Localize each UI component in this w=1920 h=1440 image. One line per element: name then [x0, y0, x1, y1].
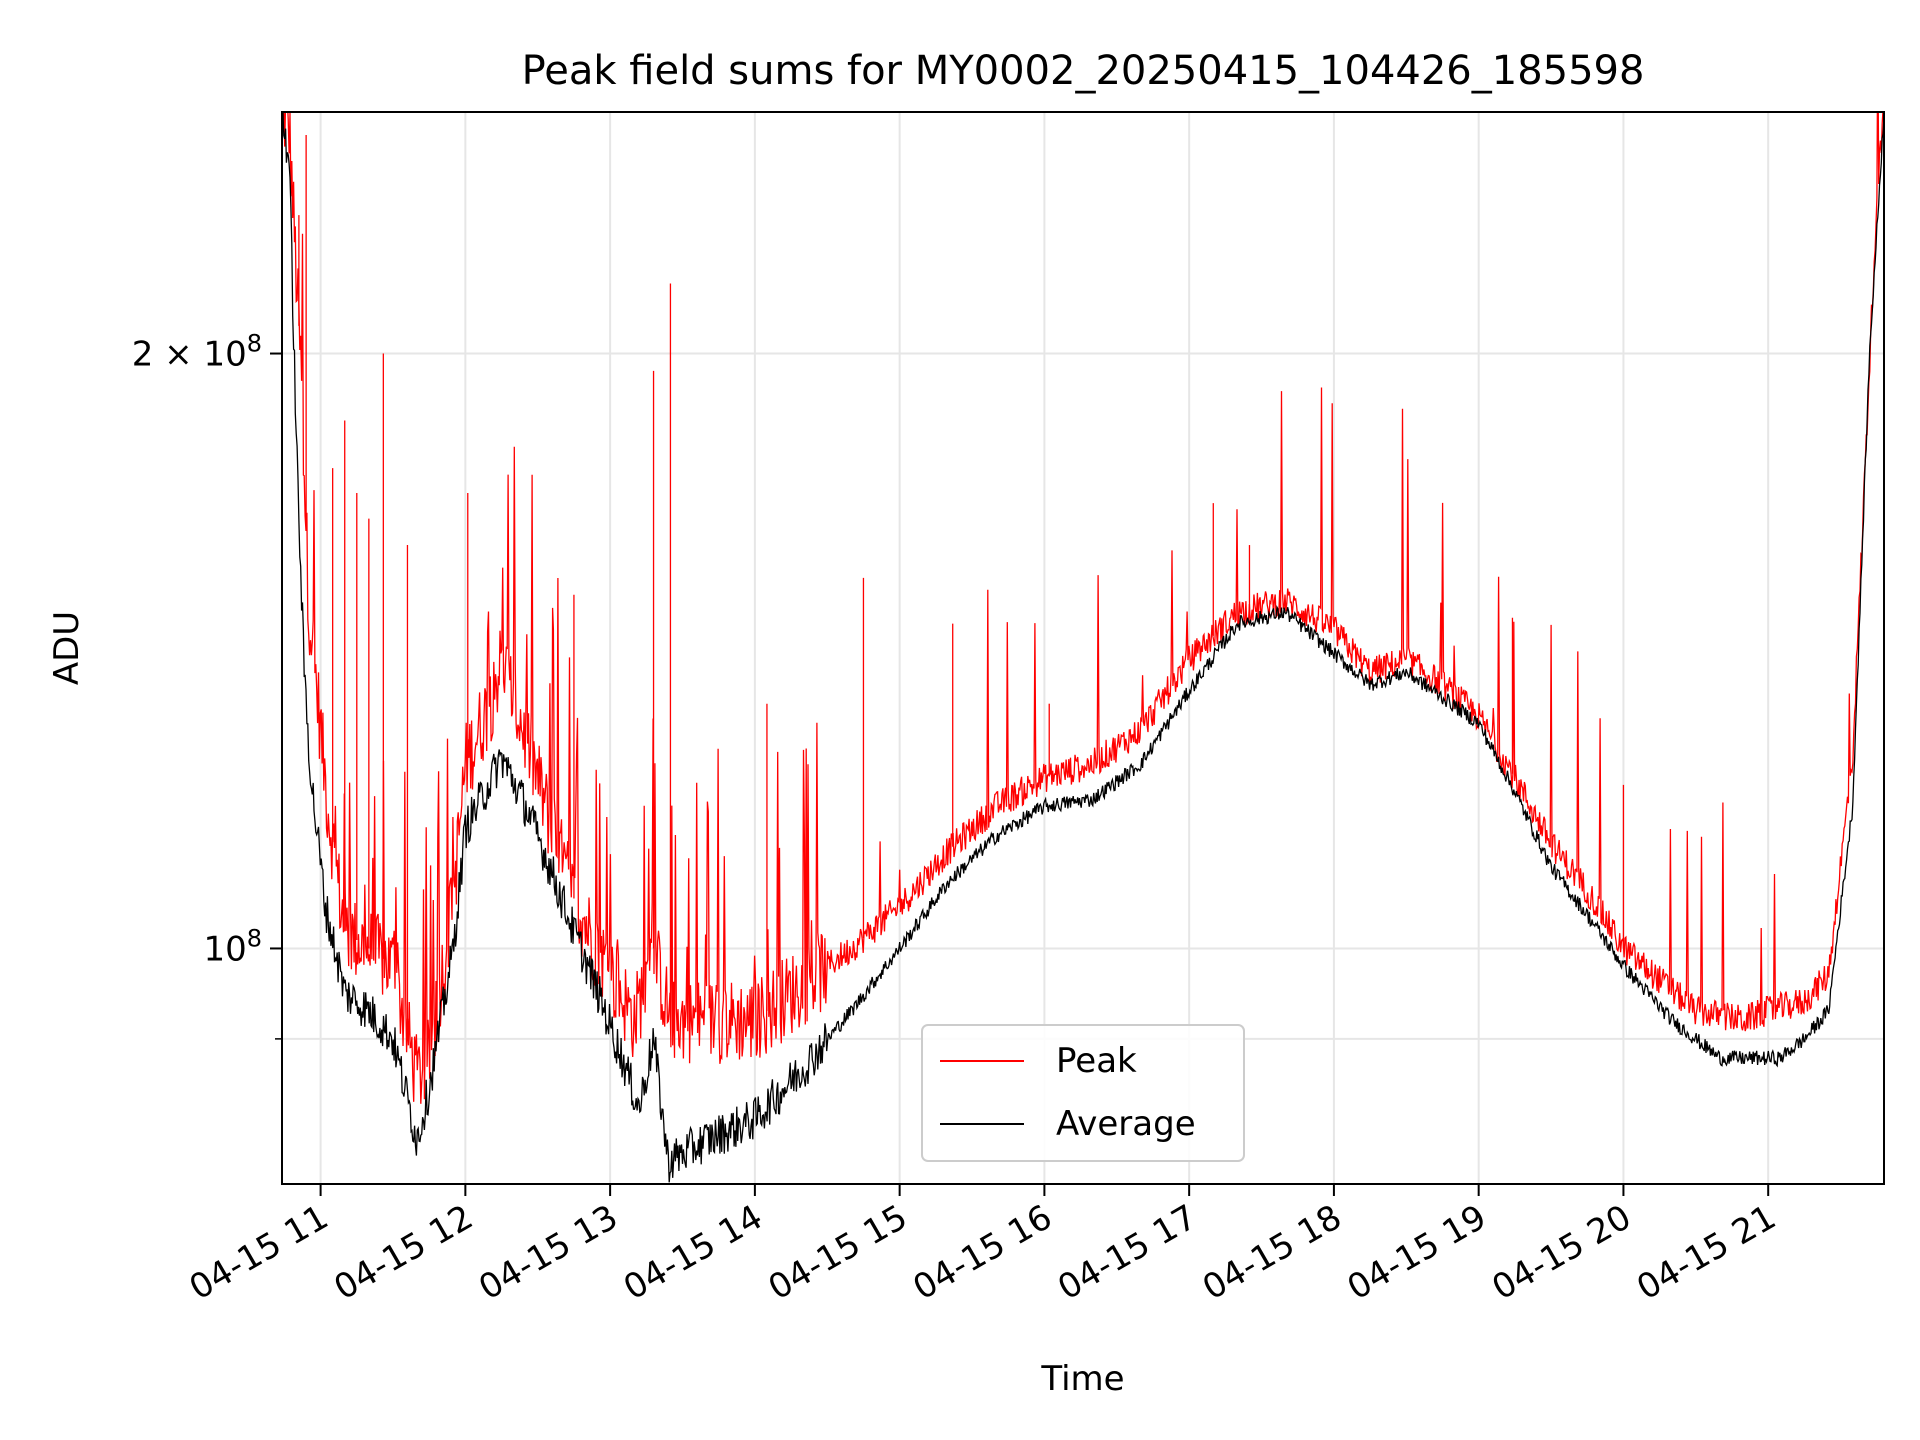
series-line-average [282, 112, 1884, 1183]
plot-frame [281, 111, 1885, 1185]
y-tick-label: 108 [203, 924, 262, 969]
legend-average-label: Average [1056, 1104, 1196, 1144]
chart-title: Peak field sums for MY0002_20250415_1044… [522, 48, 1645, 94]
y-tick-label: 2 × 108 [132, 330, 262, 375]
y-axis-label: ADU [47, 611, 87, 685]
legend-peak-label: Peak [1056, 1041, 1137, 1081]
series-layer [282, 112, 1884, 1183]
series-line-peak [283, 112, 1884, 1104]
y-axis: 108 2 × 108 [132, 330, 282, 1040]
legend-box [921, 1024, 1245, 1162]
x-axis-label: Time [1040, 1359, 1124, 1399]
legend: Peak Average [921, 1024, 1245, 1162]
plot-area [281, 111, 1885, 1185]
